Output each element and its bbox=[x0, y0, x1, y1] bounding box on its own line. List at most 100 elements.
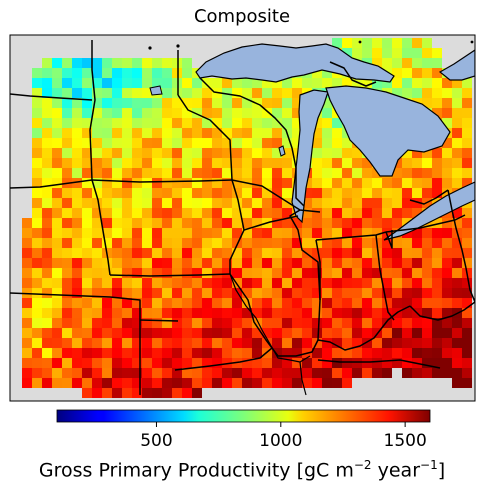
gpp-cell bbox=[362, 258, 372, 268]
gpp-cell bbox=[82, 208, 92, 218]
gpp-cell bbox=[72, 198, 82, 208]
gpp-cell bbox=[202, 178, 212, 188]
gpp-cell bbox=[142, 288, 152, 298]
gpp-cell bbox=[422, 78, 432, 88]
gpp-cell bbox=[242, 338, 252, 348]
gpp-cell bbox=[332, 358, 342, 368]
gpp-cell bbox=[382, 278, 392, 288]
gpp-cell bbox=[42, 108, 52, 118]
gpp-cell bbox=[102, 178, 112, 188]
gpp-cell bbox=[452, 108, 462, 118]
gpp-cell bbox=[292, 248, 302, 258]
gpp-cell bbox=[132, 388, 142, 398]
gpp-cell bbox=[222, 338, 232, 348]
gpp-cell bbox=[332, 318, 342, 328]
gpp-cell bbox=[452, 268, 462, 278]
gpp-cell bbox=[172, 158, 182, 168]
gpp-cell bbox=[282, 188, 292, 198]
gpp-cell bbox=[252, 318, 262, 328]
gpp-cell bbox=[382, 78, 392, 88]
gpp-cell bbox=[342, 338, 352, 348]
gpp-cell bbox=[342, 348, 352, 358]
gpp-cell bbox=[92, 178, 102, 188]
gpp-cell bbox=[112, 258, 122, 268]
gpp-cell bbox=[32, 188, 42, 198]
gpp-cell bbox=[122, 298, 132, 308]
gpp-cell bbox=[432, 368, 442, 378]
gpp-cell bbox=[142, 98, 152, 108]
gpp-cell bbox=[332, 378, 342, 388]
gpp-cell bbox=[102, 278, 112, 288]
gpp-cell bbox=[462, 168, 472, 178]
gpp-cell bbox=[372, 168, 382, 178]
gpp-cell bbox=[102, 218, 112, 228]
gpp-cell bbox=[92, 158, 102, 168]
gpp-cell bbox=[222, 378, 232, 388]
gpp-cell bbox=[152, 108, 162, 118]
gpp-cell bbox=[392, 318, 402, 328]
gpp-cell bbox=[202, 138, 212, 148]
gpp-cell bbox=[82, 148, 92, 158]
gpp-cell bbox=[402, 188, 412, 198]
gpp-cell bbox=[162, 298, 172, 308]
gpp-cell bbox=[62, 188, 72, 198]
gpp-cell bbox=[32, 258, 42, 268]
gpp-cell bbox=[342, 238, 352, 248]
gpp-cell bbox=[462, 298, 472, 308]
gpp-cell bbox=[312, 308, 322, 318]
gpp-cell bbox=[262, 308, 272, 318]
gpp-cell bbox=[172, 108, 182, 118]
gpp-cell bbox=[212, 188, 222, 198]
gpp-cell bbox=[442, 168, 452, 178]
gpp-cell bbox=[202, 78, 212, 88]
gpp-cell bbox=[432, 348, 442, 358]
gpp-cell bbox=[192, 148, 202, 158]
colorbar-label-end: ] bbox=[437, 459, 446, 482]
gpp-cell bbox=[152, 318, 162, 328]
gpp-cell bbox=[282, 258, 292, 268]
gpp-cell bbox=[172, 338, 182, 348]
gpp-cell bbox=[42, 158, 52, 168]
gpp-cell bbox=[282, 278, 292, 288]
gpp-cell bbox=[52, 318, 62, 328]
gpp-cell bbox=[52, 208, 62, 218]
gpp-cell bbox=[232, 348, 242, 358]
gpp-cell bbox=[32, 378, 42, 388]
gpp-cell bbox=[182, 168, 192, 178]
gpp-cell bbox=[462, 308, 472, 318]
gpp-cell bbox=[442, 158, 452, 168]
gpp-cell bbox=[392, 298, 402, 308]
gpp-cell bbox=[222, 248, 232, 258]
gpp-cell bbox=[332, 268, 342, 278]
gpp-cell bbox=[402, 308, 412, 318]
gpp-cell bbox=[232, 128, 242, 138]
gpp-cell bbox=[352, 38, 362, 48]
gpp-cell bbox=[432, 298, 442, 308]
gpp-cell bbox=[432, 278, 442, 288]
gpp-cell bbox=[252, 118, 262, 128]
gpp-cell bbox=[32, 358, 42, 368]
gpp-cell bbox=[172, 298, 182, 308]
gpp-cell bbox=[302, 218, 312, 228]
gpp-cell bbox=[252, 378, 262, 388]
gpp-cell bbox=[122, 128, 132, 138]
gpp-cell bbox=[82, 378, 92, 388]
gpp-cell bbox=[32, 288, 42, 298]
gpp-cell bbox=[152, 98, 162, 108]
gpp-cell bbox=[92, 68, 102, 78]
gpp-cell bbox=[92, 98, 102, 108]
gpp-cell bbox=[422, 88, 432, 98]
gpp-cell bbox=[372, 298, 382, 308]
gpp-cell bbox=[182, 138, 192, 148]
gpp-cell bbox=[112, 278, 122, 288]
gpp-cell bbox=[272, 148, 282, 158]
gpp-cell bbox=[172, 88, 182, 98]
gpp-cell bbox=[322, 138, 332, 148]
gpp-cell bbox=[232, 338, 242, 348]
gpp-cell bbox=[22, 358, 32, 368]
gpp-cell bbox=[262, 128, 272, 138]
gpp-cell bbox=[162, 138, 172, 148]
gpp-cell bbox=[172, 148, 182, 158]
gpp-cell bbox=[172, 378, 182, 388]
gpp-cell bbox=[182, 378, 192, 388]
